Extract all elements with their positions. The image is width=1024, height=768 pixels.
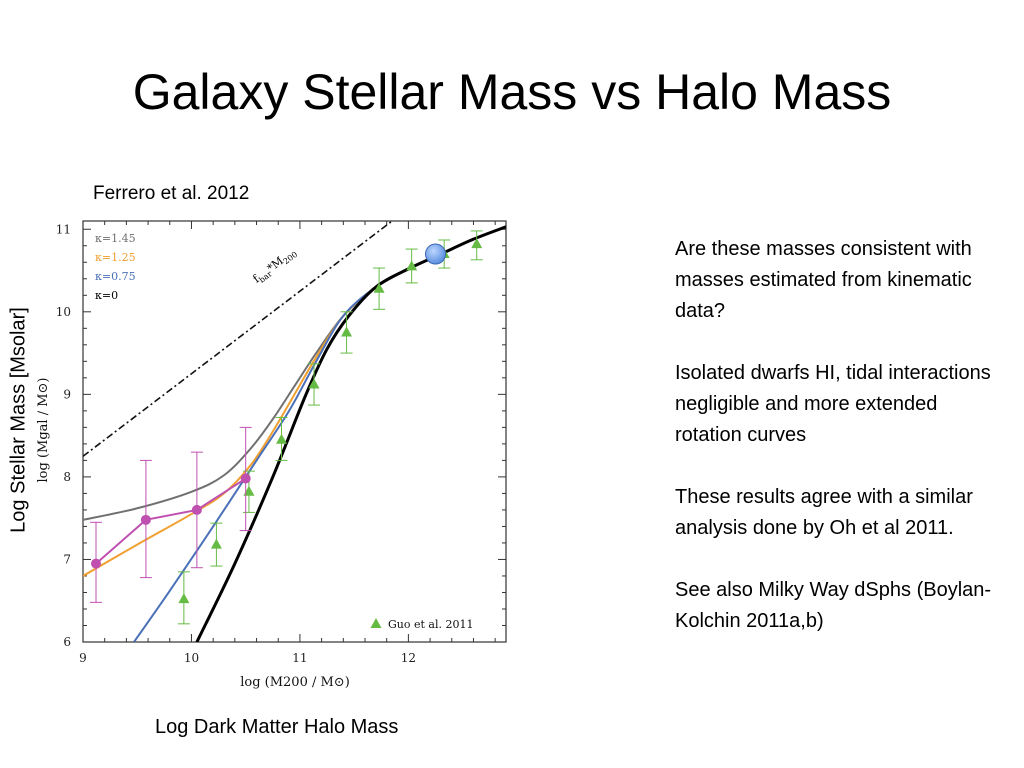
citation: Ferrero et al. 2012 xyxy=(93,183,250,204)
baryon-fraction-line xyxy=(83,221,393,457)
y-tick-label: 9 xyxy=(63,387,71,401)
y-tick-label: 10 xyxy=(56,305,71,319)
note-3: These results agree with a similar analy… xyxy=(675,486,973,539)
guo-legend-marker xyxy=(370,618,382,628)
model-curve-3 xyxy=(195,225,506,642)
guo-point xyxy=(341,326,353,337)
legend-entry-1: κ=1.25 xyxy=(95,251,136,264)
guo-point xyxy=(308,378,320,389)
guo-point xyxy=(243,485,255,496)
guo-point xyxy=(210,538,222,549)
y-tick-label: 6 xyxy=(63,635,71,649)
y-tick-label: 8 xyxy=(63,470,71,484)
x-tick-label: 12 xyxy=(401,651,416,665)
guo-point xyxy=(373,282,385,293)
dwarf-point xyxy=(240,473,251,484)
legend-entry-3: κ=0 xyxy=(95,289,118,302)
notes-panel: Are these masses consistent with masses … xyxy=(675,234,995,668)
x-tick-label: 11 xyxy=(292,651,307,665)
guo-point xyxy=(471,238,483,249)
y-tick-label: 7 xyxy=(63,552,71,566)
dwarf-point xyxy=(91,558,102,569)
outer-x-axis-label: Log Dark Matter Halo Mass xyxy=(155,716,399,738)
plot-frame xyxy=(82,220,507,643)
legend-entry-2: κ=0.75 xyxy=(95,270,136,283)
note-4: See also Milky Way dSphs (Boylan-Kolchin… xyxy=(675,579,992,632)
dwarf-point xyxy=(191,504,202,515)
note-2: Isolated dwarfs HI, tidal interactions n… xyxy=(675,362,991,446)
note-1: Are these masses consistent with masses … xyxy=(675,238,972,322)
guo-legend-label: Guo et al. 2011 xyxy=(388,618,473,631)
x-tick-label: 10 xyxy=(184,651,199,665)
y-tick-label: 11 xyxy=(56,222,71,236)
guo-point xyxy=(406,260,418,271)
dwarf-point xyxy=(140,514,151,525)
dwarf-connector-line xyxy=(95,477,247,565)
legend-entry-0: κ=1.45 xyxy=(95,232,136,245)
slide-title: Galaxy Stellar Mass vs Halo Mass xyxy=(132,64,892,120)
inner-y-axis-label: log (Mgal / M⊙) xyxy=(36,378,51,483)
guo-point xyxy=(178,593,190,604)
x-tick-label: 9 xyxy=(79,651,87,665)
highlight-point xyxy=(425,243,446,265)
guo-point xyxy=(275,433,287,444)
inner-x-axis-label: log (M200 / M⊙) xyxy=(240,675,350,690)
